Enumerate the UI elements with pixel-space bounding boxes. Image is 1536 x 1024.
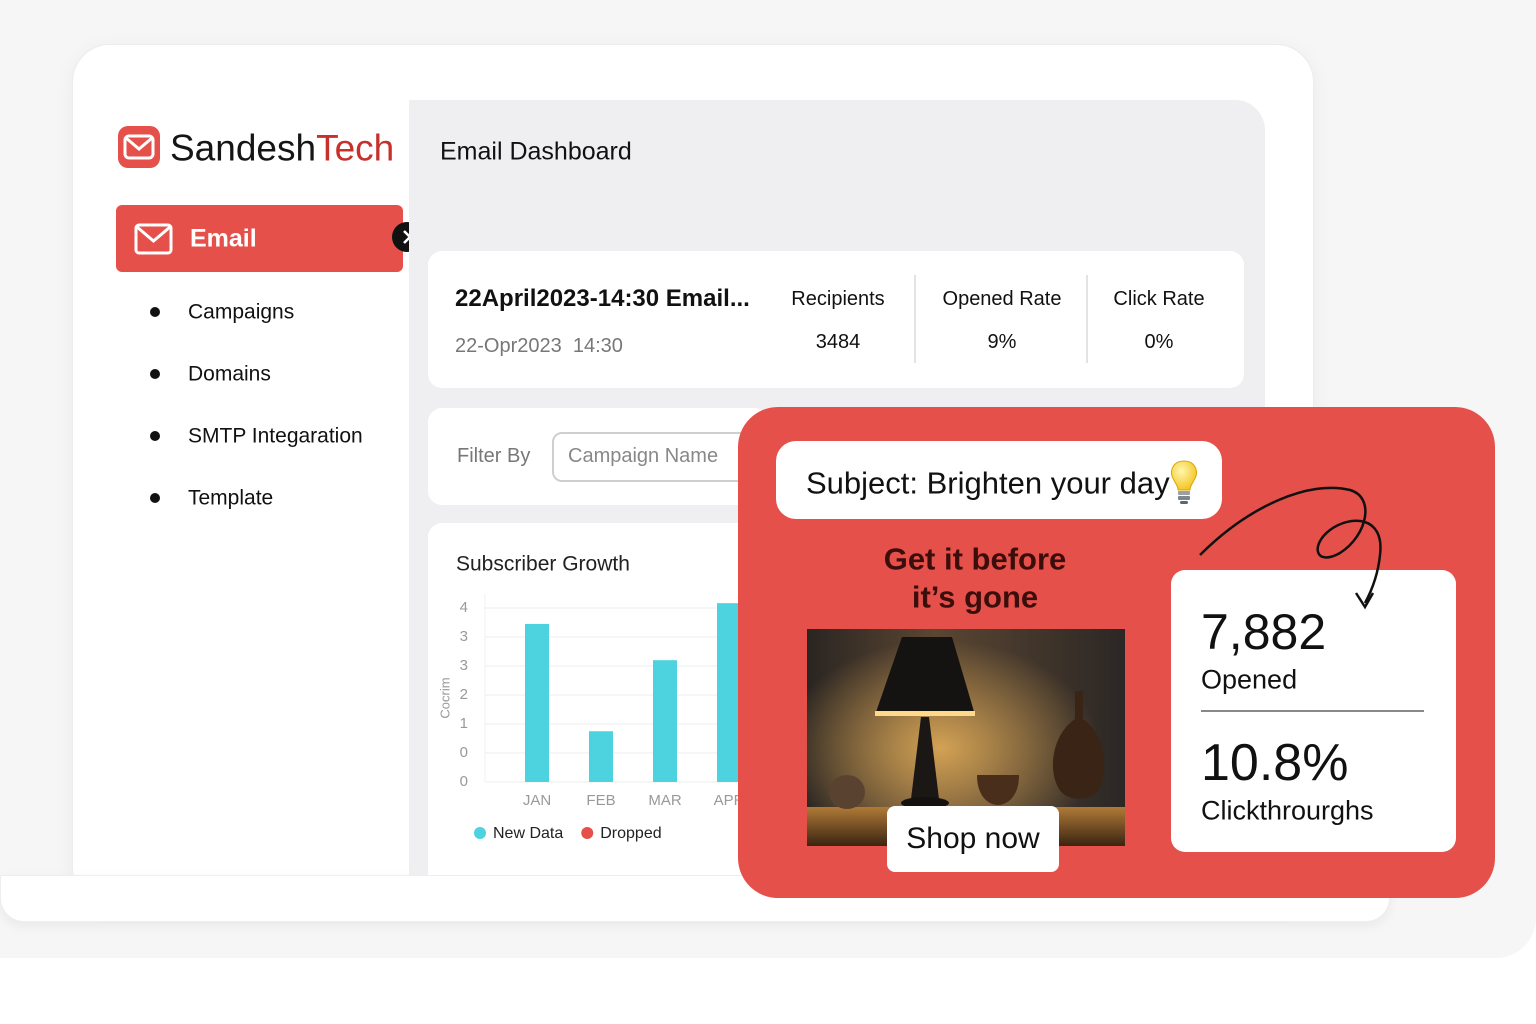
y-axis-label: Cocrim [437, 677, 452, 718]
stat-label: Recipients [791, 288, 885, 310]
campaign-card[interactable] [428, 251, 1244, 388]
y-tick-label: 0 [460, 773, 468, 790]
stat-label: Clickthrourghs [1201, 795, 1374, 826]
chart: Subscriber Growth Cocrim 0 0 1 2 3 3 4 JAN FEB MA… [437, 553, 748, 842]
stat-label: Click Rate [1113, 288, 1205, 310]
stat-value: 10.8% [1201, 734, 1349, 792]
subject-text: Subject: Brighten your day [806, 465, 1170, 501]
y-tick-label: 2 [460, 686, 468, 703]
nav-item[interactable]: Domains [188, 362, 271, 386]
brand: SandeshTech [170, 130, 394, 167]
nav-bullet [150, 431, 160, 441]
divider [1086, 275, 1088, 363]
stat-label: Opened Rate [942, 288, 1062, 310]
stat-value: 7,882 [1201, 604, 1327, 660]
nav-bullet [150, 369, 160, 379]
bar [589, 731, 613, 782]
stat-value: 3484 [815, 331, 861, 353]
stat-value: 0% [1144, 331, 1174, 353]
nav-item[interactable]: SMTP Integaration [188, 424, 363, 448]
legend-swatch [474, 827, 486, 839]
filter-label: Filter By [457, 445, 531, 467]
headline-line: Get it before [883, 541, 1067, 577]
bar [717, 603, 741, 782]
filter-placeholder: Campaign Name [568, 445, 719, 467]
bar [653, 660, 677, 782]
legend-label: New Data [493, 825, 563, 842]
nav-item[interactable]: Template [188, 486, 274, 510]
y-tick-label: 4 [460, 599, 468, 616]
legend-swatch [581, 827, 594, 839]
brand-accent: Tech [316, 127, 395, 169]
stat-value: 9% [987, 331, 1017, 353]
subject-pill [776, 441, 1222, 519]
nav-bullet [150, 307, 160, 317]
x-tick-label: APR [714, 792, 745, 809]
y-tick-label: 0 [460, 744, 468, 761]
y-tick-label: 1 [460, 715, 468, 732]
campaign-date: 22-Opr2023 14:30 [455, 335, 623, 357]
filter-input[interactable] [552, 432, 766, 482]
y-tick-label: 3 [460, 657, 468, 674]
email-icon [134, 223, 173, 255]
brand-main: Sandesh [170, 127, 317, 169]
campaign-name: 22April2023-14:30 Email... [455, 285, 750, 312]
logo-icon [118, 126, 160, 168]
x-tick-label: FEB [586, 792, 615, 809]
nav-active-label: Email [190, 224, 257, 253]
bulb-icon [1171, 460, 1197, 504]
stat-divider [1201, 710, 1424, 712]
shop-button[interactable] [887, 806, 1059, 872]
stat-label: Opened [1201, 664, 1298, 695]
page-title: Email Dashboard [440, 137, 632, 166]
y-tick-label: 3 [460, 628, 468, 645]
x-tick-label: MAR [648, 792, 682, 809]
nav-email[interactable] [116, 205, 403, 272]
arrow-doodle [1199, 486, 1382, 610]
chart-title: Subscriber Growth [456, 553, 630, 576]
shop-button-label: Shop now [906, 822, 1040, 855]
bar [525, 623, 549, 782]
x-tick-label: JAN [523, 792, 551, 809]
divider [914, 275, 916, 363]
nav-item[interactable]: Campaigns [188, 300, 295, 324]
headline-line: it’s gone [911, 579, 1039, 615]
legend-label: Dropped [600, 825, 661, 842]
nav-bullet [150, 493, 160, 503]
